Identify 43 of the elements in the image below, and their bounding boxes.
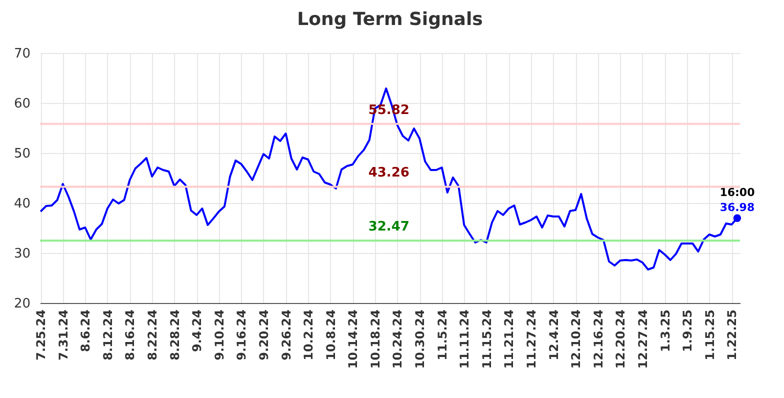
x-tick-label: 12.20.24: [614, 310, 628, 369]
x-tick-label: 1.9.25: [680, 310, 695, 352]
ref-line-label: 32.47: [368, 220, 410, 235]
x-tick-label: 11.27.24: [524, 310, 539, 369]
x-tick-label: 9.20.24: [256, 310, 271, 360]
x-tick-label: 7.25.24: [34, 310, 48, 360]
x-tick-label: 11.21.24: [502, 310, 516, 369]
x-tick-label: 12.16.24: [591, 310, 606, 369]
x-tick-label: 8.12.24: [100, 310, 115, 360]
x-tick-label: 9.26.24: [279, 310, 294, 360]
x-tick-label: 10.14.24: [346, 310, 360, 369]
x-tick-label: 8.28.24: [168, 310, 182, 360]
x-tick-label: 1.15.25: [702, 310, 717, 360]
data-label: 36.98: [720, 201, 755, 214]
y-tick-label: 70: [14, 46, 30, 62]
x-tick-label: 12.10.24: [569, 310, 584, 369]
y-tick-label: 40: [14, 196, 30, 212]
x-tick-label: 11.15.24: [480, 310, 494, 369]
x-tick-label: 12.27.24: [636, 310, 650, 369]
y-tick-label: 50: [14, 146, 30, 162]
x-tick-label: 9.4.24: [190, 310, 204, 352]
x-tick-label: 9.10.24: [212, 310, 226, 360]
x-tick-label: 10.8.24: [324, 310, 338, 360]
x-tick-label: 10.18.24: [368, 310, 382, 369]
x-tick-label: 12.4.24: [546, 310, 561, 360]
x-tick-label: 11.5.24: [435, 310, 450, 360]
x-tick-label: 11.11.24: [458, 310, 472, 369]
x-tick-label: 1.22.25: [725, 310, 740, 360]
y-tick-label: 20: [14, 296, 30, 312]
x-tick-label: 1.3.25: [658, 310, 672, 352]
annotation: 16:00: [720, 186, 756, 200]
x-tick-label: 8.16.24: [123, 310, 138, 360]
x-tick-label: 9.16.24: [234, 310, 249, 360]
x-tick-label: 7.31.24: [56, 310, 70, 360]
ref-line-label: 43.26: [368, 166, 410, 181]
x-tick-label: 10.2.24: [302, 310, 316, 360]
x-tick-label: 10.24.24: [390, 310, 405, 369]
y-tick-label: 30: [14, 246, 30, 262]
x-tick-label: 10.30.24: [413, 310, 428, 369]
x-tick-label: 8.22.24: [146, 310, 160, 360]
x-tick-label: 8.6.24: [78, 310, 93, 352]
y-tick-label: 60: [14, 96, 30, 112]
chart-title: Long Term Signals: [297, 9, 483, 30]
